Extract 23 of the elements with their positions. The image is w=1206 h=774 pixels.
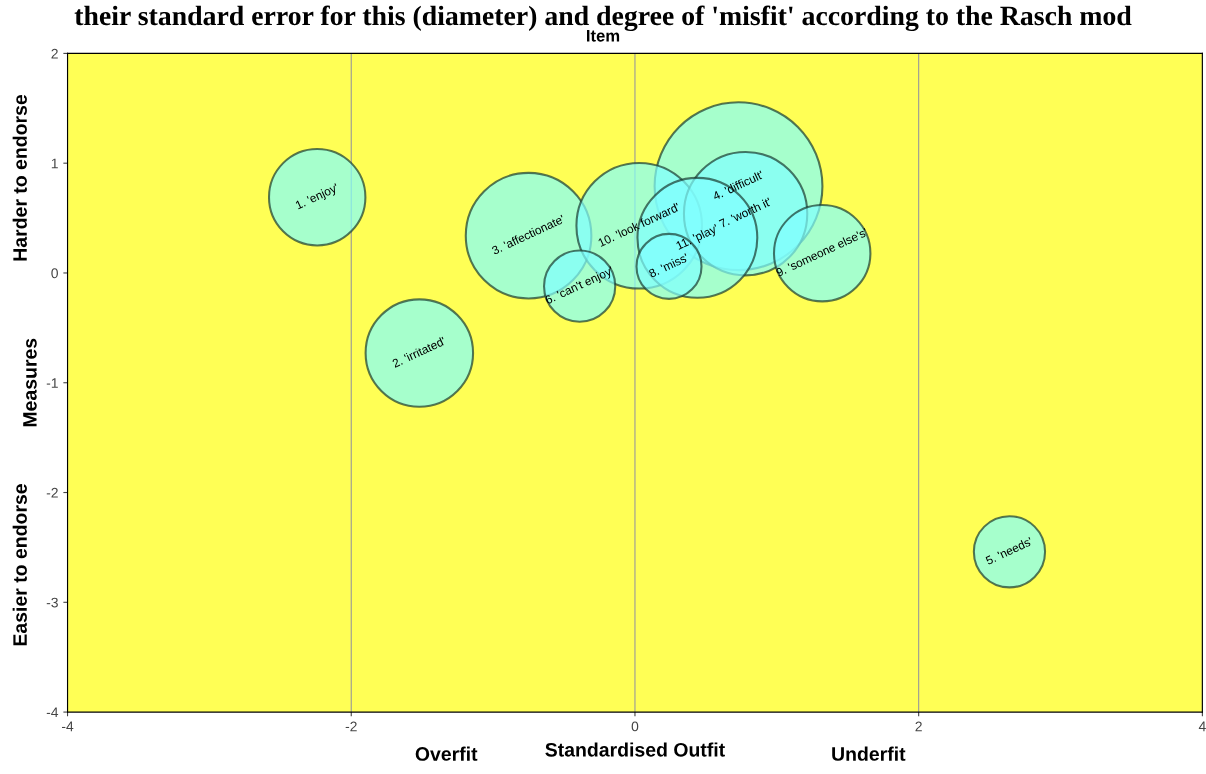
annotation: 6. 'can't enjoy': [544, 265, 615, 307]
text: Underfit: [832, 746, 906, 761]
annotation: 8. 'miss': [648, 252, 689, 278]
y-tick-label: -2: [46, 487, 58, 498]
x-tick-label: -2: [345, 721, 357, 732]
y-tick-label: 0: [51, 268, 58, 279]
annotation: 11. 'play': [675, 223, 720, 252]
y-tick-label: -3: [46, 597, 58, 608]
text: Overfit: [415, 746, 478, 761]
text: Harder to endorse: [12, 94, 27, 261]
y-tick-label: -1: [46, 378, 58, 388]
y-tick-label: -4: [46, 707, 59, 718]
chart-subtitle: Item: [586, 30, 620, 42]
text: Easier to endorse: [12, 484, 27, 646]
x-tick-label: 2: [915, 721, 922, 732]
y-tick-label: 2: [51, 48, 58, 59]
x-axis-title: Standardised Outfit: [545, 742, 725, 757]
annotation: 1. 'enjoy': [294, 182, 340, 212]
y-tick-label: 1: [51, 158, 58, 169]
x-tick-label: 4: [1198, 721, 1206, 732]
y-axis-title: Measures: [23, 338, 37, 427]
x-tick-label: 0: [631, 721, 639, 732]
x-tick-label: -4: [61, 721, 74, 732]
